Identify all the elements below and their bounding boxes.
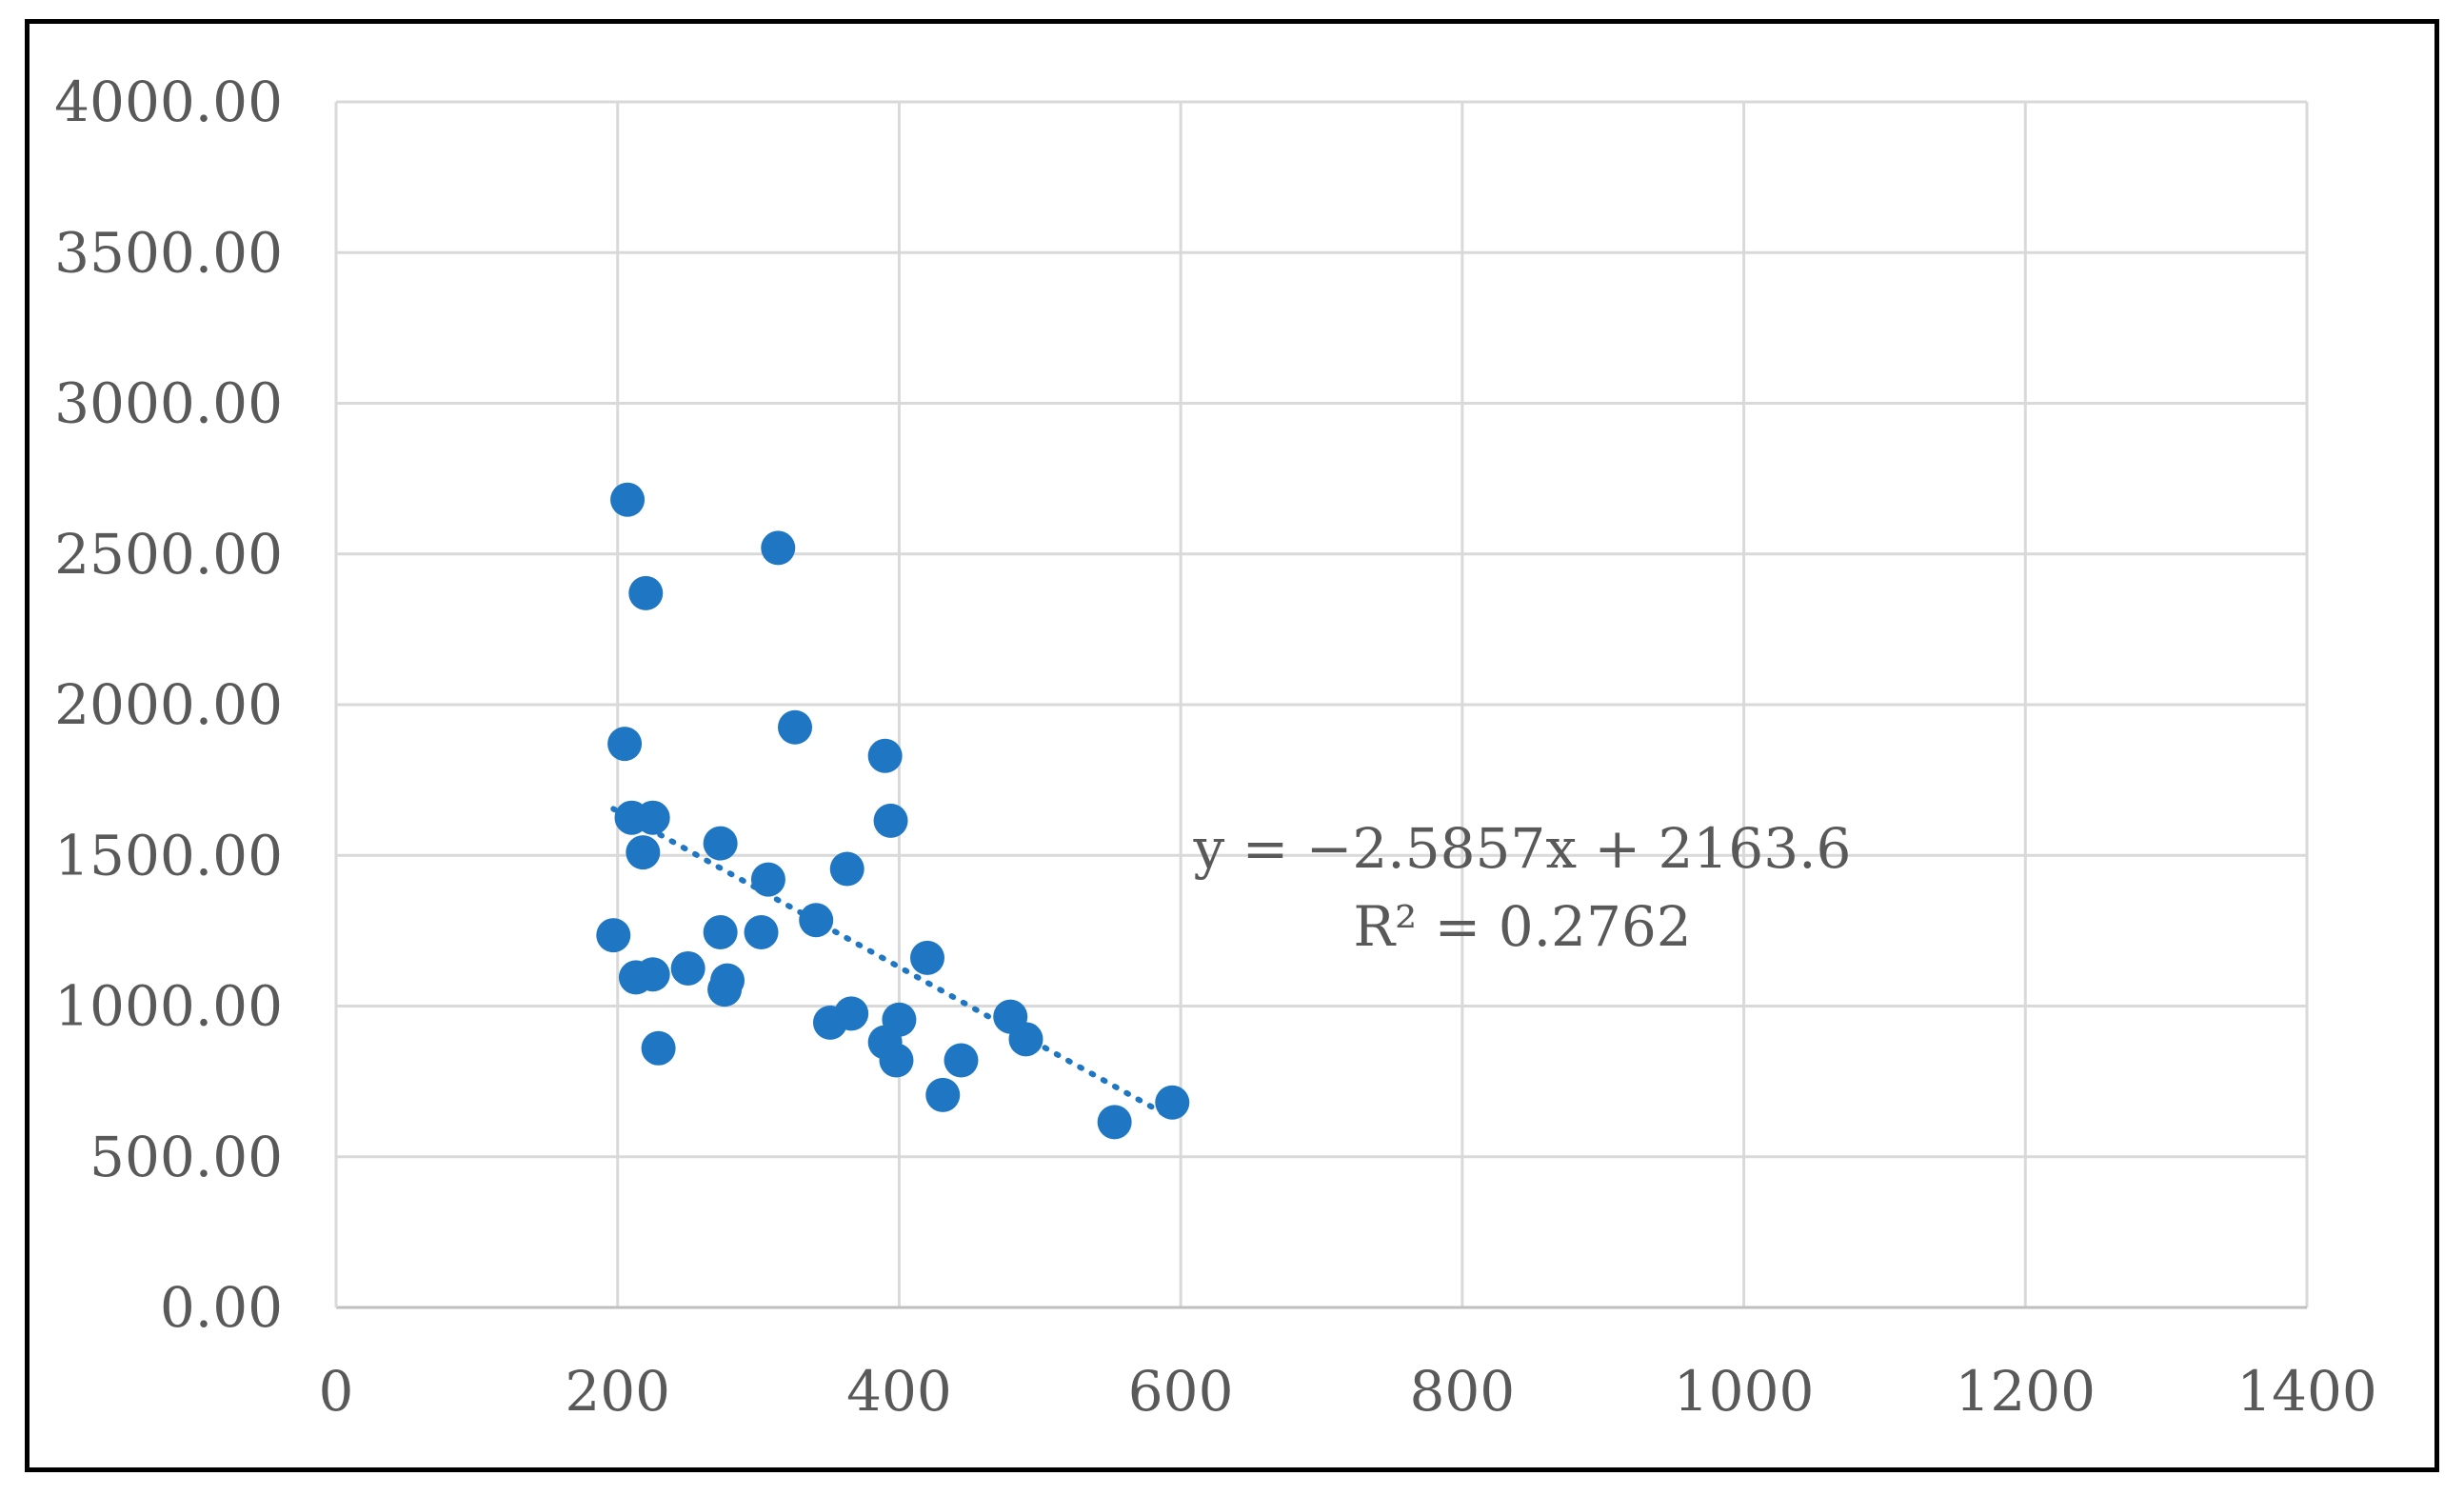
data-point <box>879 1043 914 1078</box>
data-point <box>1155 1085 1190 1120</box>
data-points <box>596 482 1190 1140</box>
data-point <box>744 914 779 949</box>
grid-lines <box>336 100 2309 1307</box>
data-point <box>635 957 670 992</box>
data-point <box>834 996 869 1031</box>
trendline-path <box>610 806 1176 1122</box>
trendline-equation: y = −2.5857x + 2163.6 <box>1193 816 1852 881</box>
trendline-r-squared: R² = 0.2762 <box>1353 894 1691 959</box>
y-tick-label: 3500.00 <box>54 220 283 285</box>
data-point <box>607 727 643 762</box>
data-point <box>610 482 646 517</box>
data-point <box>703 826 738 861</box>
y-tick-label: 2500.00 <box>54 522 283 587</box>
data-point <box>626 835 661 870</box>
data-point <box>703 914 738 949</box>
data-point <box>873 803 908 838</box>
x-tick-label: 600 <box>1128 1359 1234 1424</box>
x-tick-label: 400 <box>846 1359 952 1424</box>
y-tick-label: 4000.00 <box>54 70 283 134</box>
data-point <box>799 903 834 938</box>
y-tick-label: 3000.00 <box>54 371 283 436</box>
y-tick-label: 500.00 <box>89 1125 283 1189</box>
tick-labels: 0.00 500.00 1000.00 1500.00 2000.00 2500.00 30… <box>54 70 2377 1424</box>
data-point <box>628 575 664 610</box>
data-point <box>925 1077 961 1112</box>
data-point <box>761 530 796 566</box>
data-point <box>707 972 743 1007</box>
data-point <box>944 1043 979 1078</box>
chart-frame: 0.00 500.00 1000.00 1500.00 2000.00 2500.00 30… <box>25 19 2439 1472</box>
data-point <box>829 851 864 887</box>
trendline <box>610 806 1176 1122</box>
data-point <box>635 800 670 835</box>
y-tick-label: 2000.00 <box>54 672 283 737</box>
y-tick-label: 1500.00 <box>54 823 283 888</box>
data-point <box>1008 1022 1043 1057</box>
data-point <box>641 1030 676 1066</box>
axes <box>334 102 2307 1309</box>
x-tick-label: 800 <box>1409 1359 1515 1424</box>
x-tick-label: 200 <box>565 1359 670 1424</box>
data-point <box>867 738 903 773</box>
x-tick-label: 1000 <box>1674 1359 1815 1424</box>
data-point <box>750 862 785 897</box>
scatter-chart: 0.00 500.00 1000.00 1500.00 2000.00 2500.00 30… <box>54 70 2377 1424</box>
y-tick-label: 1000.00 <box>54 974 283 1039</box>
y-tick-label: 0.00 <box>160 1275 283 1340</box>
data-point <box>670 950 705 986</box>
data-point <box>910 940 944 975</box>
x-tick-label: 1200 <box>1955 1359 2096 1424</box>
x-tick-label: 1400 <box>2236 1359 2377 1424</box>
x-tick-label: 0 <box>319 1359 354 1424</box>
data-point <box>1097 1105 1132 1140</box>
data-point <box>778 709 813 745</box>
data-point <box>596 918 631 953</box>
